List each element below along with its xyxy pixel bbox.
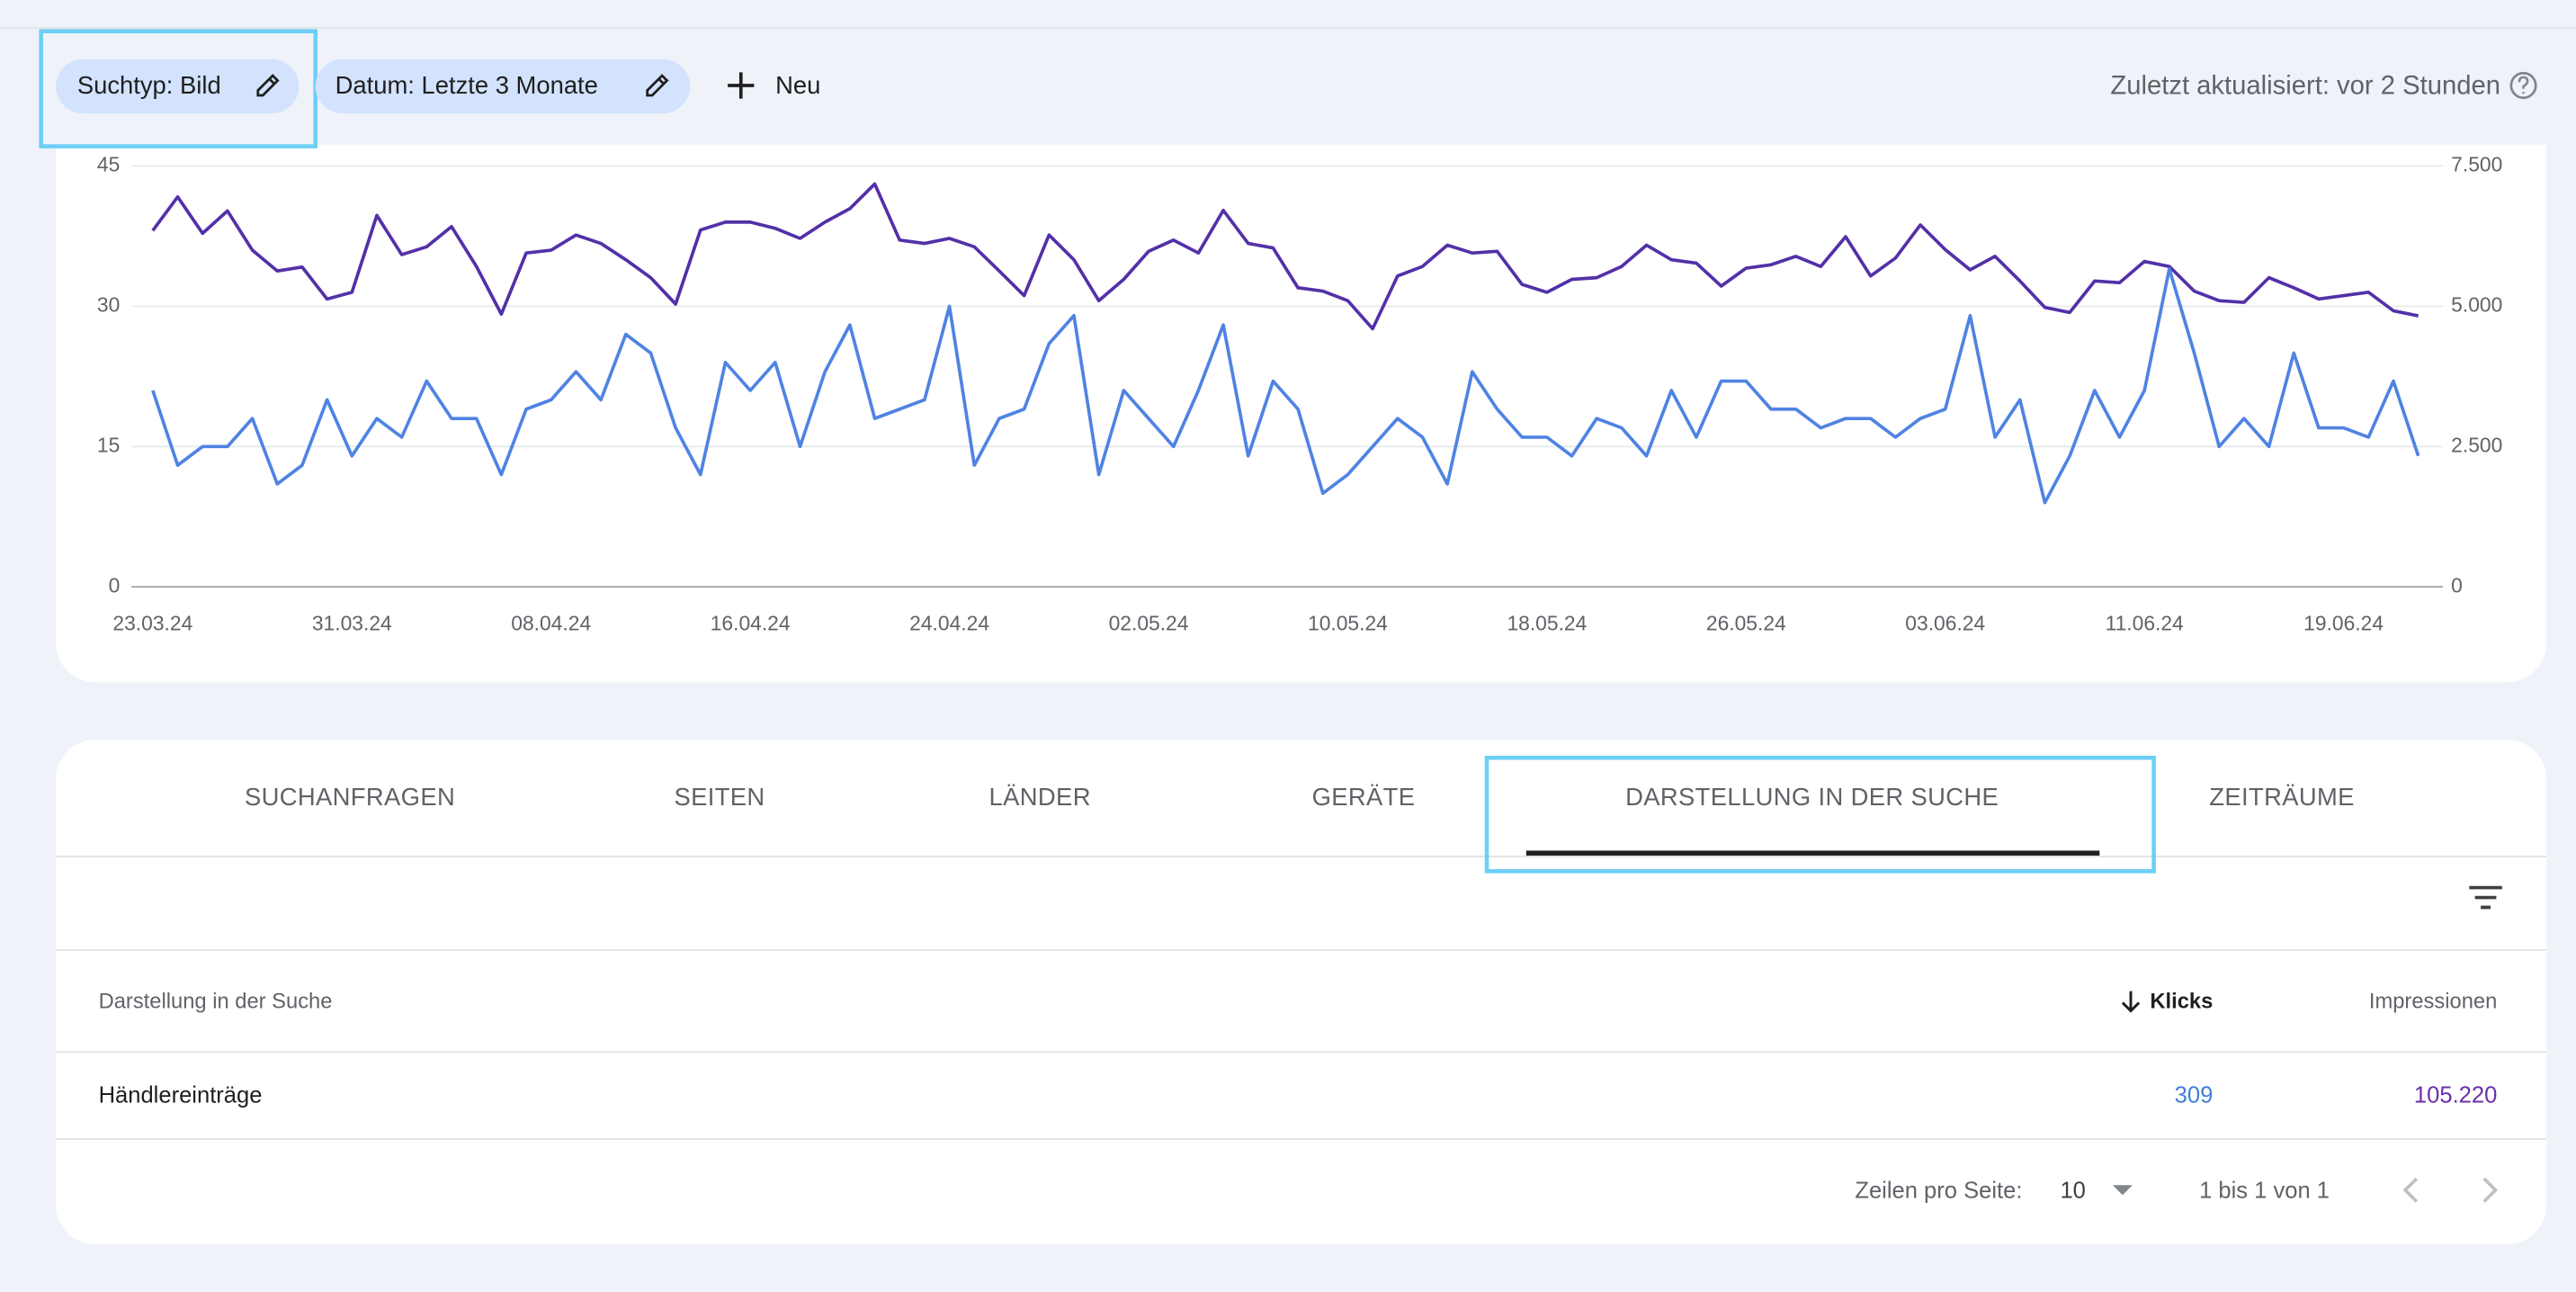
column-header[interactable]: Klicks bbox=[2150, 991, 2213, 1014]
table-cell[interactable]: Händlereinträge bbox=[99, 1082, 263, 1108]
y-tick-label: 0 bbox=[109, 573, 121, 597]
chart: 0 15 30 45 0 2.500 5.000 7.500 23.03.24 31.03.24 0… bbox=[97, 153, 2502, 635]
help-glyph[interactable] bbox=[2518, 76, 2529, 94]
chart-card bbox=[56, 66, 2547, 683]
last-updated: Zuletzt aktualisiert: vor 2 Stunden bbox=[2110, 72, 2500, 101]
data-line bbox=[151, 267, 2420, 505]
new-filter-button[interactable]: Neu bbox=[728, 71, 820, 99]
column-header[interactable]: Darstellung in der Suche bbox=[99, 991, 333, 1014]
tab[interactable]: SUCHANFRAGEN bbox=[245, 783, 455, 811]
active-tab-indicator bbox=[1525, 850, 2100, 856]
y-tick-label: 15 bbox=[97, 433, 120, 456]
x-tick-label: 03.06.24 bbox=[1905, 611, 1985, 634]
x-tick-label: 24.04.24 bbox=[909, 611, 989, 634]
filter-chip[interactable]: Datum: Letzte 3 Monate bbox=[315, 58, 691, 114]
y-tick-label: 45 bbox=[97, 153, 120, 176]
tab-bar: SUCHANFRAGEN SEITEN LÄNDER GERÄTE DARSTELLUN… bbox=[245, 783, 2355, 856]
y2-tick-label: 5.000 bbox=[2451, 292, 2502, 316]
rows-per-page-label: Zeilen pro Seite: bbox=[1855, 1178, 2022, 1203]
page-range: 1 bis 1 von 1 bbox=[2199, 1178, 2330, 1203]
chip-label[interactable]: Datum: Letzte 3 Monate bbox=[335, 71, 598, 99]
tab[interactable]: ZEITRÄUME bbox=[2209, 783, 2355, 811]
y2-tick-label: 2.500 bbox=[2451, 433, 2502, 456]
help-icon[interactable] bbox=[2509, 71, 2537, 100]
tab[interactable]: SEITEN bbox=[674, 783, 765, 811]
chip-label[interactable]: Suchtyp: Bild bbox=[77, 71, 221, 99]
x-tick-label: 31.03.24 bbox=[312, 611, 392, 634]
y2-tick-label: 0 bbox=[2451, 573, 2463, 597]
highlight-box bbox=[1484, 755, 2156, 874]
tab[interactable]: GERÄTE bbox=[1312, 783, 1416, 811]
filter-chip[interactable]: Suchtyp: Bild bbox=[56, 58, 300, 114]
table-card bbox=[56, 740, 2547, 1245]
y2-tick-label: 7.500 bbox=[2451, 153, 2502, 176]
x-tick-label: 08.04.24 bbox=[511, 611, 591, 634]
prev-page[interactable] bbox=[2402, 1177, 2419, 1203]
x-tick-label: 10.05.24 bbox=[1308, 611, 1388, 634]
data-line bbox=[151, 182, 2419, 331]
x-tick-label: 16.04.24 bbox=[711, 611, 791, 634]
sort-arrow[interactable] bbox=[2121, 991, 2141, 1013]
table-cell: 309 bbox=[2175, 1082, 2214, 1108]
table-cell: 105.220 bbox=[2414, 1082, 2497, 1108]
new-label[interactable]: Neu bbox=[775, 71, 820, 99]
chip-bg[interactable] bbox=[315, 58, 691, 114]
tab[interactable]: DARSTELLUNG IN DER SUCHE bbox=[1625, 783, 1999, 811]
chip-bg[interactable] bbox=[56, 58, 300, 114]
edit-icon[interactable] bbox=[256, 74, 280, 97]
y-tick-label: 30 bbox=[97, 292, 120, 316]
highlight-box bbox=[39, 29, 318, 148]
column-header[interactable]: Impressionen bbox=[2369, 991, 2497, 1014]
x-tick-label: 19.06.24 bbox=[2303, 611, 2384, 634]
x-tick-label: 26.05.24 bbox=[1706, 611, 1786, 634]
x-tick-label: 02.05.24 bbox=[1109, 611, 1189, 634]
x-tick-label: 23.03.24 bbox=[112, 611, 192, 634]
x-tick-label: 18.05.24 bbox=[1507, 611, 1587, 634]
filter-icon[interactable] bbox=[2469, 885, 2502, 910]
next-page[interactable] bbox=[2482, 1177, 2499, 1203]
plus-icon[interactable] bbox=[728, 72, 755, 99]
rows-per-page[interactable]: 10 bbox=[2060, 1178, 2085, 1203]
dropdown-icon[interactable] bbox=[2112, 1185, 2133, 1196]
edit-icon[interactable] bbox=[646, 74, 669, 97]
help-circle[interactable] bbox=[2509, 71, 2537, 100]
x-tick-label: 11.06.24 bbox=[2106, 611, 2184, 634]
tab[interactable]: LÄNDER bbox=[989, 783, 1091, 811]
